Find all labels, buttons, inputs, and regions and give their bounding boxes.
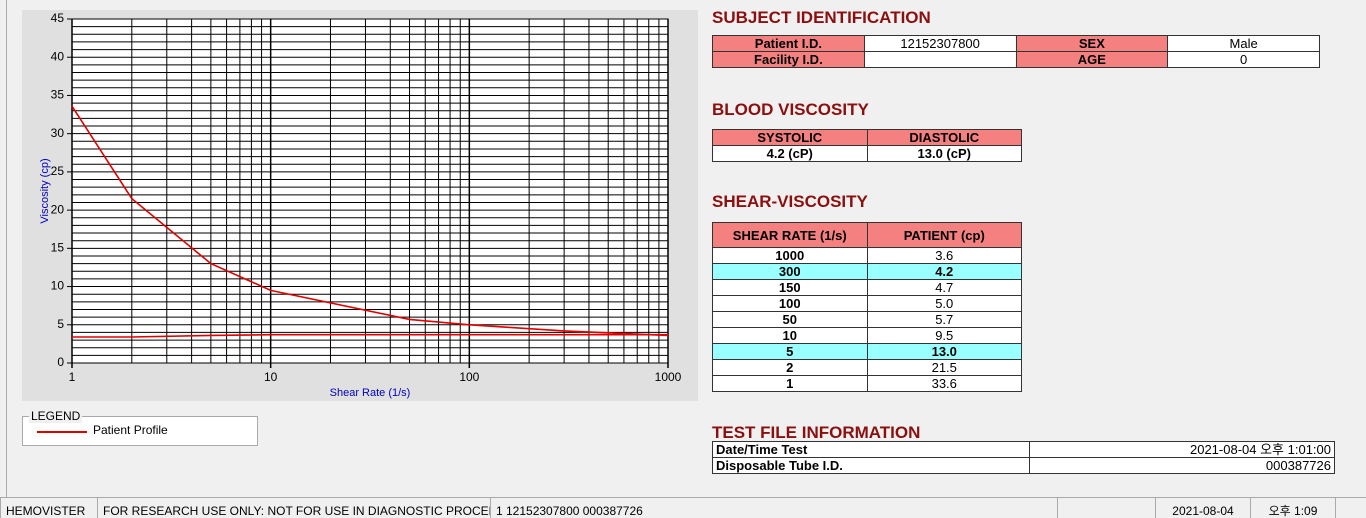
table-row: Disposable Tube I.D. 000387726 — [712, 457, 1335, 474]
y-tick-label: 0 — [57, 355, 64, 369]
section-title: TEST FILE INFORMATION — [712, 423, 921, 442]
table-cell: 2021-08-04 오후 1:01:00 — [1029, 441, 1335, 458]
table-row: Date/Time Test 2021-08-04 오후 1:01:00 — [712, 441, 1335, 458]
shear-rate-cell: 300 — [712, 263, 868, 280]
y-tick-label: 20 — [51, 202, 65, 216]
shear-rate-cell: 150 — [712, 279, 868, 296]
x-axis-label: Shear Rate (1/s) — [330, 387, 411, 399]
table-row: 10 9.5 — [712, 327, 1022, 344]
shear-rate-cell: 1 — [712, 375, 868, 392]
x-tick-label: 1000 — [655, 370, 682, 384]
data-table: Date/Time Test 2021-08-04 오후 1:01:00 Dispo… — [712, 441, 1335, 474]
table-cell: 4.2 (cP) — [712, 145, 868, 162]
table-cell: AGE — [1015, 51, 1169, 68]
table-label: Date/Time Test — [712, 441, 1030, 458]
patient-cell: 4.7 — [866, 279, 1022, 296]
data-table: Patient I.D. 12152307800 SEX Male Facility I… — [712, 35, 1320, 68]
table-row: SYSTOLIC DIASTOLIC — [712, 129, 1022, 146]
table-row: Facility I.D. AGE 0 — [712, 51, 1320, 68]
patient-cell: 5.7 — [866, 311, 1022, 328]
table-cell: 12152307800 — [863, 35, 1017, 52]
plot-area — [72, 19, 668, 363]
table-cell: 000387726 — [1029, 457, 1335, 474]
table-cell: Facility I.D. — [712, 51, 865, 68]
y-tick-label: 30 — [51, 126, 65, 140]
patient-cell: 33.6 — [866, 375, 1022, 392]
status-cell: 오후 1:09 — [1250, 497, 1335, 518]
shear-rate-cell: 10 — [712, 327, 868, 344]
table-cell: SEX — [1015, 35, 1169, 52]
table-cell: Patient I.D. — [712, 35, 865, 52]
table-cell — [863, 51, 1017, 68]
table-body: SYSTOLIC DIASTOLIC 4.2 (cP) 13.0 (cP) — [712, 129, 1022, 162]
table-row: 1000 3.6 — [712, 247, 1022, 264]
section-title: SUBJECT IDENTIFICATION — [712, 8, 931, 27]
section-title: BLOOD VISCOSITY — [712, 100, 869, 119]
table-body: Date/Time Test 2021-08-04 오후 1:01:00 Dispo… — [712, 441, 1335, 474]
patient-cell: 21.5 — [866, 359, 1022, 376]
y-tick-label: 10 — [51, 279, 65, 293]
table-row: SHEAR RATE (1/s) PATIENT (cp) — [712, 222, 1022, 248]
left-border — [6, 0, 7, 497]
x-tick-label: 1 — [69, 370, 76, 384]
shear-rate-cell: 5 — [712, 343, 868, 360]
table-row: 300 4.2 — [712, 263, 1022, 280]
shear-rate-cell: 50 — [712, 311, 868, 328]
status-cell: 2021-08-04 — [1155, 497, 1250, 518]
table-label: Disposable Tube I.D. — [712, 457, 1030, 474]
y-tick-label: 5 — [57, 317, 64, 331]
table-row: 5 13.0 — [712, 343, 1022, 360]
patient-cell: 13.0 — [866, 343, 1022, 360]
legend-swatch — [37, 431, 87, 433]
status-cell — [1057, 497, 1155, 518]
x-tick-label: 10 — [264, 370, 278, 384]
table-row: 4.2 (cP) 13.0 (cP) — [712, 145, 1022, 162]
y-tick-label: 35 — [51, 88, 65, 102]
x-tick-label: 100 — [459, 370, 479, 384]
table-cell: 13.0 (cP) — [866, 145, 1022, 162]
shear-rate-cell: 100 — [712, 295, 868, 312]
patient-cell: 5.0 — [866, 295, 1022, 312]
table-cell: 0 — [1167, 51, 1320, 68]
table-row: 2 21.5 — [712, 359, 1022, 376]
patient-cell: 3.6 — [866, 247, 1022, 264]
chart: Viscosity (cp) Shear Rate (1/s) 0 5 10 15 20… — [22, 10, 698, 401]
y-tick-label: 40 — [51, 49, 65, 63]
y-axis-label: Viscosity (cp) — [39, 158, 51, 223]
table-header: SYSTOLIC — [712, 129, 868, 146]
table-body: Patient I.D. 12152307800 SEX Male Facility I… — [712, 35, 1320, 68]
y-tick-label: 25 — [51, 164, 65, 178]
legend: LEGEND Patient Profile — [22, 409, 258, 446]
table-header: DIASTOLIC — [866, 129, 1022, 146]
data-table: SHEAR RATE (1/s) PATIENT (cp) 1000 3.6 300 4.… — [712, 222, 1022, 392]
data-table: SYSTOLIC DIASTOLIC 4.2 (cP) 13.0 (cP) — [712, 129, 1022, 162]
status-cell: HEMOVISTER — [0, 497, 97, 518]
status-cell — [1335, 497, 1366, 518]
y-tick-label: 15 — [51, 241, 65, 255]
table-header: PATIENT (cp) — [866, 222, 1022, 248]
table-row: 1 33.6 — [712, 375, 1022, 392]
table-row: Patient I.D. 12152307800 SEX Male — [712, 35, 1320, 52]
shear-rate-cell: 1000 — [712, 247, 868, 264]
legend-title: LEGEND — [29, 409, 83, 423]
table-row: 150 4.7 — [712, 279, 1022, 296]
section-title: SHEAR-VISCOSITY — [712, 192, 868, 211]
table-body: SHEAR RATE (1/s) PATIENT (cp) 1000 3.6 300 4.… — [712, 222, 1022, 392]
status-cell: FOR RESEARCH USE ONLY: NOT FOR USE IN DI… — [97, 497, 490, 518]
shear-rate-cell: 2 — [712, 359, 868, 376]
patient-cell: 9.5 — [866, 327, 1022, 344]
y-tick-label: 45 — [51, 11, 65, 25]
table-header: SHEAR RATE (1/s) — [712, 222, 868, 248]
patient-cell: 4.2 — [866, 263, 1022, 280]
status-cell: 1 12152307800 000387726 — [490, 497, 1057, 518]
table-row: 100 5.0 — [712, 295, 1022, 312]
legend-label: Patient Profile — [93, 423, 168, 437]
series-line — [71, 105, 669, 337]
table-cell: Male — [1167, 35, 1320, 52]
plot-frame — [71, 18, 669, 364]
table-row: 50 5.7 — [712, 311, 1022, 328]
series-line — [72, 333, 668, 338]
